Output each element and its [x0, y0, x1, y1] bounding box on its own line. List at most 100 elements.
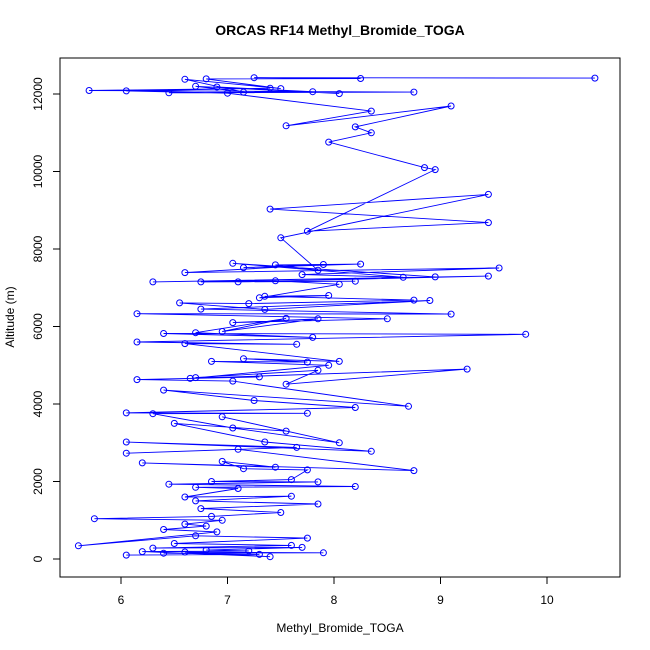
- data-point: [309, 88, 317, 96]
- y-tick-label: 12000: [31, 77, 45, 111]
- data-point: [197, 505, 205, 513]
- data-point: [122, 438, 130, 446]
- data-point: [431, 166, 439, 174]
- data-point: [484, 272, 492, 280]
- data-point: [293, 340, 301, 348]
- data-point: [335, 439, 343, 447]
- y-tick-label: 0: [31, 555, 45, 562]
- data-point: [192, 82, 200, 90]
- data-point: [282, 427, 290, 435]
- data-point: [138, 459, 146, 467]
- data-point: [186, 374, 194, 382]
- data-point: [149, 410, 157, 418]
- data-point: [271, 463, 279, 471]
- data-point: [176, 299, 184, 307]
- data-point: [357, 75, 365, 82]
- data-point: [298, 543, 306, 551]
- data-point: [314, 366, 322, 374]
- data-point: [202, 546, 210, 554]
- y-axis: 0 2000 4000 6000 8000 10000 12000: [31, 77, 61, 562]
- data-point: [303, 227, 311, 235]
- data-point: [197, 305, 205, 313]
- data-point: [271, 261, 279, 269]
- data-point: [351, 123, 359, 131]
- data-point: [149, 278, 157, 286]
- data-point: [282, 314, 290, 322]
- data-point: [240, 355, 247, 363]
- data-point: [261, 305, 269, 313]
- data-point: [591, 74, 599, 82]
- data-point: [181, 75, 189, 83]
- data-point: [293, 443, 301, 451]
- data-point: [229, 377, 237, 385]
- data-point: [282, 380, 290, 388]
- data-point: [218, 328, 226, 335]
- data-point: [234, 278, 242, 286]
- data-point: [149, 544, 157, 552]
- data-point: [367, 447, 375, 455]
- x-axis-label: Methyl_Bromide_TOGA: [276, 621, 403, 635]
- data-point: [266, 205, 274, 213]
- data-point: [218, 516, 226, 524]
- data-point: [298, 271, 306, 279]
- data-point: [133, 338, 141, 346]
- data-point: [335, 357, 343, 365]
- data-point: [484, 190, 492, 198]
- x-tick-label: 7: [224, 593, 231, 607]
- data-point: [160, 549, 168, 557]
- data-point: [192, 532, 200, 540]
- data-point: [484, 219, 492, 227]
- data-point: [351, 277, 359, 285]
- data-point: [240, 465, 247, 473]
- chart-title: ORCAS RF14 Methyl_Bromide_TOGA: [215, 22, 464, 38]
- data-point: [181, 548, 189, 556]
- data-point: [357, 260, 365, 268]
- data-point: [192, 497, 200, 505]
- data-point: [303, 358, 311, 366]
- data-point: [202, 522, 210, 530]
- x-axis: 6 7 8 9 10: [118, 576, 554, 607]
- data-point: [325, 361, 333, 369]
- data-point: [122, 87, 130, 95]
- data-point: [287, 476, 295, 484]
- plot-area: [74, 74, 599, 561]
- data-point: [335, 90, 343, 98]
- data-point: [170, 540, 178, 547]
- y-tick-label: 10000: [31, 154, 45, 188]
- data-point: [277, 85, 285, 93]
- data-point: [495, 264, 503, 272]
- data-point: [266, 84, 274, 92]
- data-point: [202, 75, 210, 83]
- data-point: [314, 315, 322, 323]
- data-point: [240, 264, 247, 272]
- x-tick-label: 9: [437, 593, 444, 607]
- x-tick-label: 6: [118, 593, 125, 607]
- data-point: [255, 373, 263, 381]
- data-point: [234, 485, 242, 492]
- x-tick-label: 10: [540, 593, 554, 607]
- data-point: [426, 297, 434, 304]
- data-point: [335, 280, 343, 288]
- data-point: [208, 478, 215, 485]
- data-point: [314, 478, 322, 486]
- data-point: [197, 278, 205, 286]
- data-point: [410, 88, 418, 96]
- data-point: [240, 88, 247, 96]
- y-axis-label: Altitude (m): [3, 286, 17, 347]
- data-point: [250, 397, 258, 404]
- data-point: [463, 365, 471, 373]
- data-point: [303, 466, 311, 474]
- data-point: [399, 273, 407, 281]
- data-point: [218, 413, 226, 421]
- data-point: [192, 374, 200, 382]
- data-point: [277, 509, 285, 516]
- data-point: [165, 89, 173, 97]
- y-tick-label: 4000: [31, 390, 45, 417]
- data-point: [245, 300, 253, 308]
- data-point: [410, 296, 418, 304]
- data-point: [133, 310, 141, 318]
- data-point: [229, 259, 237, 267]
- data-point: [255, 294, 263, 302]
